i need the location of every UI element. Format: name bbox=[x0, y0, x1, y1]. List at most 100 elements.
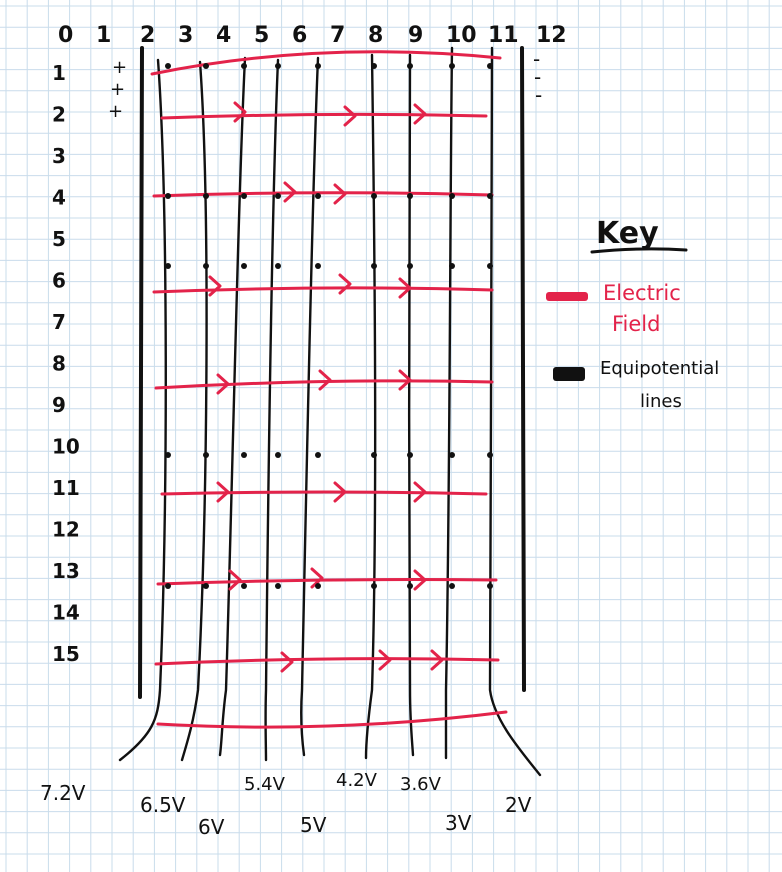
left-ruler-number: 12 bbox=[52, 518, 80, 542]
electric-field-line bbox=[160, 112, 488, 120]
measurement-dot bbox=[371, 452, 377, 458]
red-swatch-icon bbox=[546, 292, 588, 301]
measurement-dot bbox=[241, 193, 247, 199]
measurement-dots bbox=[165, 63, 493, 589]
top-ruler-number: 2 bbox=[140, 23, 155, 48]
field-arrow-icon bbox=[413, 103, 427, 125]
voltage-labels: 7.2V 6.5V 6V 5.4V 5V 4.2V 3.6V 3V 2V bbox=[40, 770, 532, 839]
top-ruler-number: 6 bbox=[292, 23, 307, 48]
measurement-dot bbox=[203, 193, 209, 199]
measurement-dot bbox=[241, 63, 247, 69]
measurement-dot bbox=[203, 583, 209, 589]
measurement-dot bbox=[449, 452, 455, 458]
left-ruler-number: 9 bbox=[52, 393, 66, 417]
plus-sign: + bbox=[112, 57, 127, 78]
measurement-dot bbox=[407, 193, 413, 199]
legend-key: Key Electric Field Equipotential lines bbox=[546, 216, 719, 412]
electric-field-line bbox=[156, 710, 508, 729]
measurement-dot bbox=[275, 63, 281, 69]
voltage-label: 3V bbox=[445, 811, 472, 835]
left-ruler-number: 4 bbox=[52, 186, 66, 210]
left-ruler-number: 3 bbox=[52, 144, 66, 168]
measurement-dot bbox=[275, 193, 281, 199]
measurement-dot bbox=[165, 263, 171, 269]
field-arrow-icon bbox=[398, 369, 412, 391]
left-ruler-number: 11 bbox=[52, 476, 80, 500]
voltage-label: 5V bbox=[300, 813, 327, 837]
top-ruler-number: 4 bbox=[216, 23, 231, 48]
capacitor-plates bbox=[138, 46, 526, 699]
electric-field-line bbox=[160, 490, 488, 496]
minus-sign: - bbox=[534, 65, 541, 89]
key-item-label: Equipotential bbox=[600, 358, 719, 379]
field-arrow-icon bbox=[338, 273, 352, 295]
measurement-dot bbox=[315, 193, 321, 199]
top-ruler-number: 12 bbox=[536, 23, 567, 48]
measurement-dot bbox=[449, 263, 455, 269]
voltage-label: 3.6V bbox=[400, 774, 442, 795]
left-ruler-number: 7 bbox=[52, 310, 66, 334]
measurement-dot bbox=[241, 263, 247, 269]
field-arrow-icon bbox=[233, 101, 247, 123]
measurement-dot bbox=[165, 63, 171, 69]
left-ruler-number: 8 bbox=[52, 352, 66, 376]
top-ruler-number: 10 bbox=[446, 23, 477, 48]
voltage-label: 6V bbox=[198, 815, 225, 839]
key-title: Key bbox=[596, 216, 659, 251]
measurement-dot bbox=[275, 452, 281, 458]
key-item-label: lines bbox=[640, 391, 682, 412]
field-arrow-icon bbox=[216, 481, 230, 503]
measurement-dot bbox=[275, 263, 281, 269]
measurement-dot bbox=[203, 452, 209, 458]
field-arrow-icon bbox=[413, 481, 427, 503]
equipotential-line bbox=[299, 56, 320, 757]
minus-sign: - bbox=[535, 83, 542, 107]
electric-field-line bbox=[154, 657, 500, 666]
measurement-dot bbox=[407, 263, 413, 269]
measurement-dot bbox=[487, 263, 493, 269]
field-arrow-icon bbox=[283, 181, 297, 203]
top-ruler-number: 7 bbox=[330, 23, 345, 48]
left-ruler-number: 5 bbox=[52, 227, 66, 251]
top-ruler-number: 1 bbox=[96, 23, 111, 48]
top-ruler-number: 5 bbox=[254, 23, 269, 48]
field-arrow-icon bbox=[378, 649, 392, 671]
left-ruler-number: 13 bbox=[52, 559, 80, 583]
field-arrow-icon bbox=[413, 569, 427, 591]
field-arrow-icon bbox=[280, 651, 294, 673]
black-swatch-icon bbox=[553, 367, 585, 381]
top-ruler: 0 1 2 3 4 5 6 7 8 9 10 11 12 bbox=[58, 23, 567, 48]
measurement-dot bbox=[203, 63, 209, 69]
voltage-label: 7.2V bbox=[40, 781, 86, 805]
negative-charges: - - - bbox=[533, 47, 542, 107]
measurement-dot bbox=[241, 452, 247, 458]
voltage-label: 2V bbox=[505, 793, 532, 817]
measurement-dot bbox=[487, 63, 493, 69]
left-ruler-number: 10 bbox=[52, 435, 80, 459]
measurement-dot bbox=[165, 193, 171, 199]
voltage-label: 6.5V bbox=[140, 793, 186, 817]
electric-field-line bbox=[150, 50, 502, 76]
equipotential-line bbox=[488, 46, 542, 777]
measurement-dot bbox=[449, 63, 455, 69]
field-arrow-icon bbox=[398, 277, 412, 299]
measurement-dot bbox=[407, 452, 413, 458]
left-ruler-number: 15 bbox=[52, 642, 80, 666]
measurement-dot bbox=[315, 583, 321, 589]
equipotential-line bbox=[407, 53, 415, 757]
measurement-dot bbox=[371, 63, 377, 69]
field-arrow-icon bbox=[343, 105, 357, 127]
equipotential-line bbox=[180, 60, 208, 762]
measurement-dot bbox=[371, 193, 377, 199]
positive-charges: + + + bbox=[108, 57, 127, 122]
top-ruler-number: 9 bbox=[408, 23, 423, 48]
left-ruler-number: 14 bbox=[52, 601, 80, 625]
field-arrow-icon bbox=[333, 183, 347, 205]
right-plate bbox=[520, 46, 526, 692]
measurement-dot bbox=[487, 583, 493, 589]
voltage-label: 5.4V bbox=[244, 774, 286, 795]
left-ruler-number: 2 bbox=[52, 103, 66, 127]
electric-field-line bbox=[152, 191, 494, 198]
measurement-dot bbox=[371, 583, 377, 589]
key-item-label: Electric bbox=[603, 281, 681, 305]
